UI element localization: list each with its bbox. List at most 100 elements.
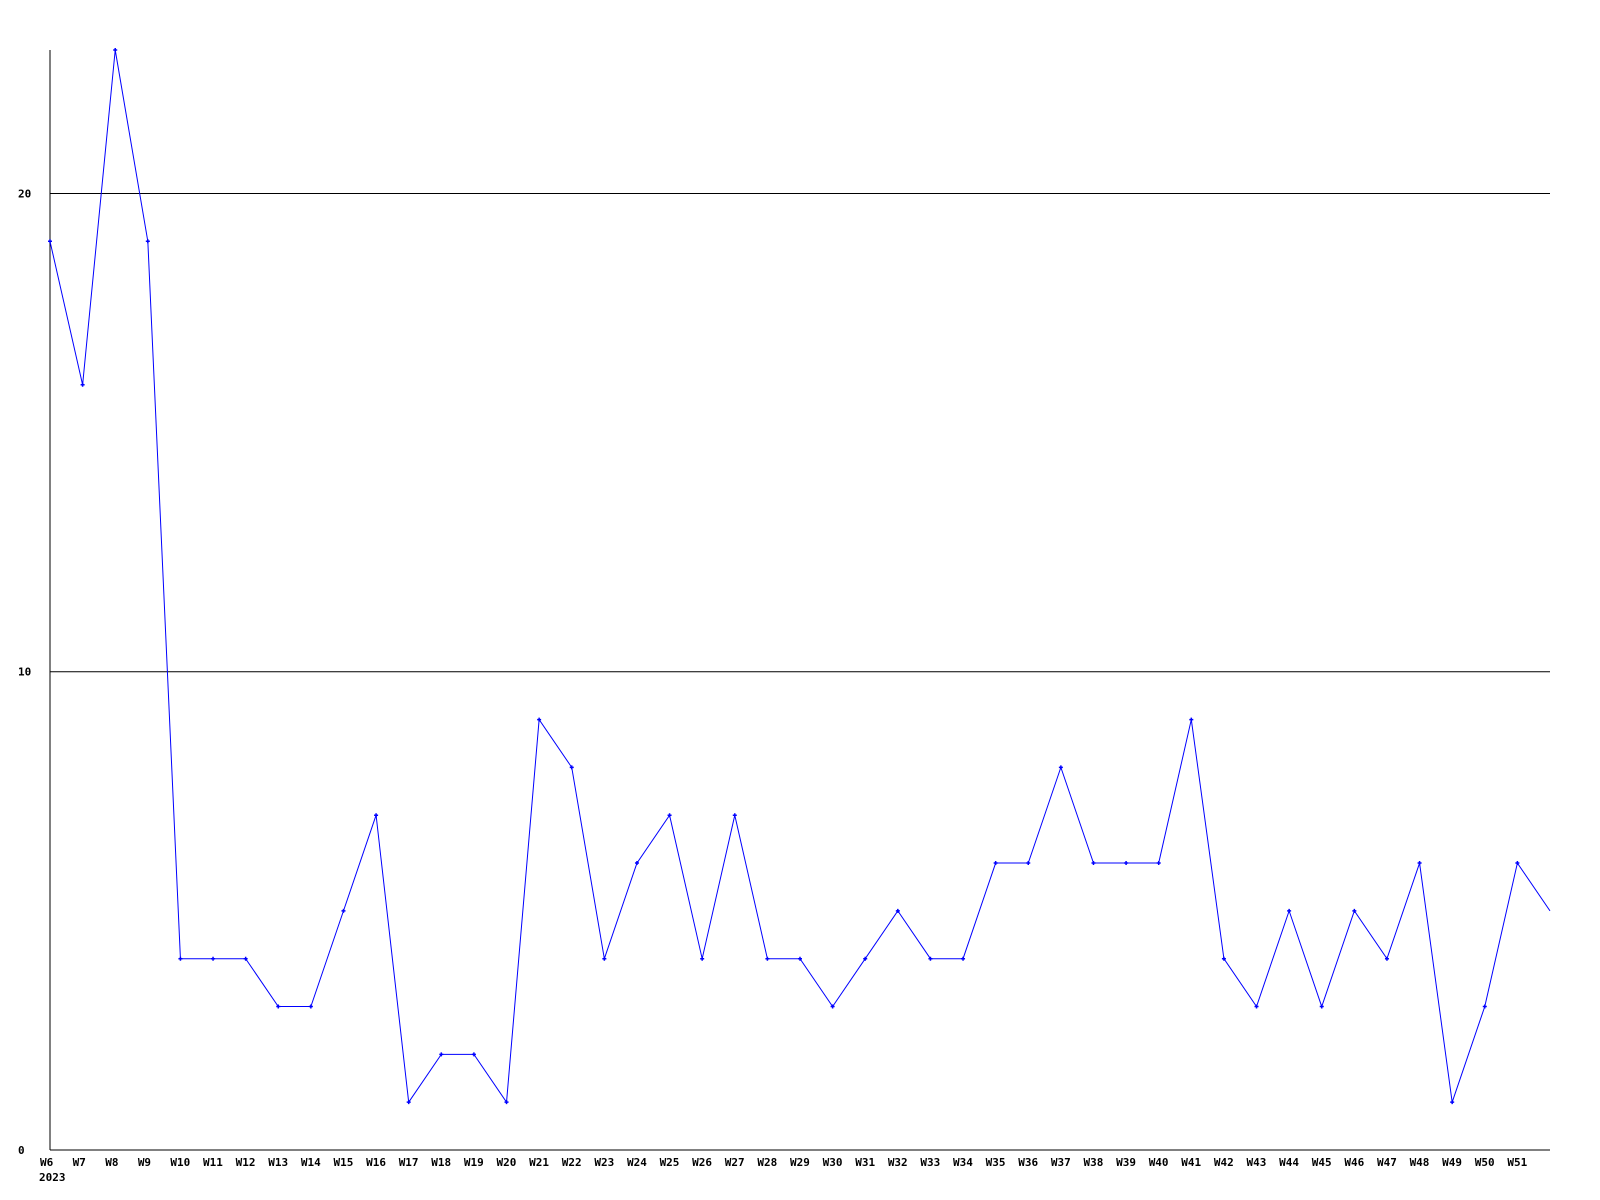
x-tick-label: W8: [105, 1156, 118, 1169]
data-point: [765, 956, 770, 961]
data-point: [537, 717, 542, 722]
data-point: [211, 956, 216, 961]
x-tick-label: W34: [953, 1156, 973, 1169]
x-tick-label: W11: [203, 1156, 223, 1169]
x-tick-label: W45: [1312, 1156, 1332, 1169]
x-tick-label: W27: [725, 1156, 745, 1169]
x-tick-label: W43: [1247, 1156, 1267, 1169]
x-tick-label: W30: [823, 1156, 843, 1169]
data-point: [732, 813, 737, 818]
data-point: [1026, 861, 1031, 866]
data-point: [798, 956, 802, 961]
data-point: [48, 239, 52, 244]
x-tick-label: W16: [366, 1156, 386, 1169]
x-tick-label: W33: [920, 1156, 940, 1169]
x-tick-label: W25: [660, 1156, 680, 1169]
y-axis-ticks: 0 10 20: [18, 187, 31, 1157]
x-tick-label: W23: [594, 1156, 614, 1169]
x-tick-label: W50: [1475, 1156, 1495, 1169]
x-tick-label: W14: [301, 1156, 321, 1169]
data-point: [863, 956, 868, 961]
x-tick-label: W22: [562, 1156, 582, 1169]
x-tick-label: W19: [464, 1156, 484, 1169]
series-path: [49, 49, 1551, 1104]
data-point: [961, 956, 966, 961]
data-point: [1058, 765, 1063, 770]
data-point: [667, 813, 672, 818]
gridlines: [50, 192, 1550, 673]
x-tick-label: W32: [888, 1156, 908, 1169]
data-point: [1254, 1004, 1259, 1009]
data-point: [276, 1004, 281, 1009]
x-tick-label: W18: [431, 1156, 451, 1169]
data-point: [895, 908, 900, 913]
x-tick-label: W40: [1149, 1156, 1169, 1169]
year-label: 2023: [39, 1171, 66, 1184]
data-point: [602, 956, 607, 961]
x-tick-label: W15: [333, 1156, 353, 1169]
data-point: [308, 1004, 313, 1009]
data-point: [1417, 861, 1422, 866]
data-point: [928, 956, 933, 961]
data-point: [504, 1100, 509, 1105]
x-tick-label: W13: [268, 1156, 288, 1169]
series-line: [48, 48, 1551, 1105]
x-tick-label: W7: [73, 1156, 86, 1169]
x-tick-label: W48: [1410, 1156, 1430, 1169]
x-tick-label: W17: [399, 1156, 419, 1169]
x-tick-label: W21: [529, 1156, 549, 1169]
x-tick-label: W37: [1051, 1156, 1071, 1169]
x-tick-label: W29: [790, 1156, 810, 1169]
y-tick-label: 20: [18, 187, 31, 200]
data-point: [1287, 908, 1292, 913]
x-tick-label: W10: [170, 1156, 190, 1169]
x-tick-label: W24: [627, 1156, 647, 1169]
x-tick-label: W26: [692, 1156, 712, 1169]
x-tick-label: W47: [1377, 1156, 1397, 1169]
data-point: [145, 239, 150, 244]
x-tick-label: W20: [497, 1156, 517, 1169]
data-point: [471, 1052, 476, 1057]
x-tick-label: W38: [1083, 1156, 1103, 1169]
data-point: [243, 956, 248, 961]
y-tick-label: 10: [18, 666, 31, 679]
x-tick-label: W42: [1214, 1156, 1234, 1169]
data-point: [113, 48, 118, 52]
x-tick-label: W35: [986, 1156, 1006, 1169]
y-tick-label: 0: [18, 1144, 25, 1157]
data-point: [1482, 1004, 1487, 1009]
data-point: [178, 956, 183, 961]
data-point: [1450, 1100, 1455, 1105]
data-point: [374, 813, 379, 818]
data-point: [1221, 956, 1226, 961]
x-tick-label: W28: [757, 1156, 777, 1169]
x-tick-label: W46: [1344, 1156, 1364, 1169]
data-point: [1124, 861, 1129, 866]
x-tick-label: W44: [1279, 1156, 1299, 1169]
x-tick-label: W12: [236, 1156, 256, 1169]
x-tick-label: W49: [1442, 1156, 1462, 1169]
data-point: [1515, 861, 1520, 866]
x-axis-ticks: W6 W7 W8 W9 W10 W11 W12 W13 W14 W15 W16 W17 W18 W19 W2…: [40, 1156, 1528, 1169]
data-point: [700, 956, 705, 961]
data-point: [1189, 717, 1194, 722]
data-point: [830, 1004, 835, 1009]
data-point: [1319, 1004, 1324, 1009]
data-point: [80, 382, 85, 387]
x-tick-label: W6: [40, 1156, 54, 1169]
x-tick-label: W9: [138, 1156, 151, 1169]
data-point: [993, 861, 998, 866]
data-point: [1384, 956, 1389, 961]
data-point: [406, 1100, 411, 1105]
x-tick-label: W39: [1116, 1156, 1136, 1169]
data-point: [634, 861, 639, 866]
x-tick-label: W36: [1018, 1156, 1038, 1169]
data-point: [569, 765, 574, 770]
data-point: [439, 1052, 444, 1057]
x-tick-label: W41: [1181, 1156, 1201, 1169]
data-point: [1091, 861, 1096, 866]
x-tick-label: W31: [855, 1156, 875, 1169]
data-point: [1156, 861, 1161, 866]
data-point: [1352, 908, 1357, 913]
